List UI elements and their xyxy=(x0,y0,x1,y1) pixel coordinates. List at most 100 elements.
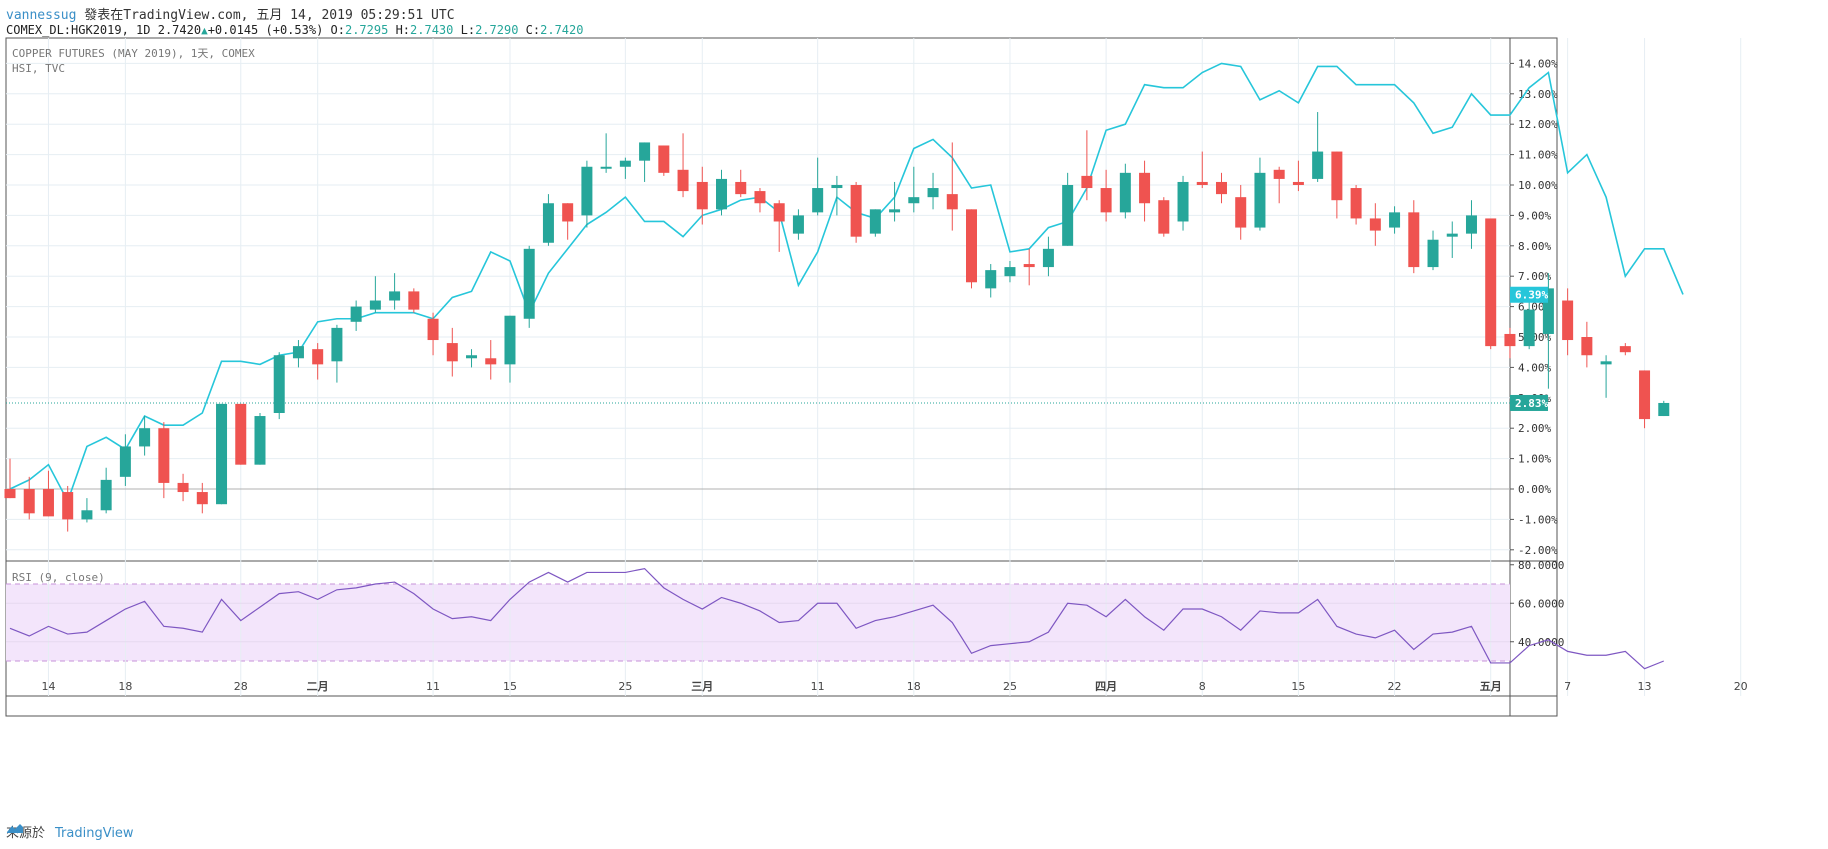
candle-body xyxy=(139,428,151,447)
candle-body xyxy=(985,270,997,289)
candle-body xyxy=(600,166,612,169)
candle-body xyxy=(81,510,93,520)
footer-brand[interactable]: TradingView xyxy=(55,826,134,841)
candle-body xyxy=(889,209,901,213)
candle-body xyxy=(1100,188,1112,213)
candle-body xyxy=(4,489,16,499)
rsi-legend: RSI (9, close) xyxy=(12,571,105,584)
candle-body xyxy=(1658,402,1670,417)
candle-body xyxy=(1042,248,1054,268)
footer: 來源於 TradingView xyxy=(6,822,134,841)
candle-body xyxy=(1196,181,1208,185)
close-value: 2.7420 xyxy=(540,23,584,37)
low-value: 2.7290 xyxy=(475,23,519,37)
candle-body xyxy=(946,194,958,210)
candle-body xyxy=(273,355,285,413)
candle-body xyxy=(850,185,862,237)
candle-body xyxy=(350,306,362,322)
candle-body xyxy=(1292,181,1304,185)
x-tick-label: 7 xyxy=(1564,680,1571,693)
candle-body xyxy=(754,191,766,204)
candle-body xyxy=(1081,175,1093,189)
candle-body xyxy=(158,428,170,483)
author-link[interactable]: vannessug xyxy=(6,8,77,23)
candle-body xyxy=(1177,181,1189,222)
x-tick-label: 18 xyxy=(907,680,921,693)
y-tick-label: 11.00% xyxy=(1518,149,1558,162)
x-tick-label: 14 xyxy=(41,680,55,693)
publish-header: vannessug 發表在TradingView.com, 五月 14, 201… xyxy=(6,4,455,23)
candle-body xyxy=(927,188,939,198)
x-tick-label: 25 xyxy=(618,680,632,693)
candle-body xyxy=(427,318,439,341)
open-label: O: xyxy=(330,23,345,37)
x-tick-label: 22 xyxy=(1388,680,1402,693)
y-tick-label: 7.00% xyxy=(1518,270,1551,283)
price-change: +0.0145 (+0.53%) xyxy=(207,23,324,37)
candle-body xyxy=(42,489,54,517)
candle-body xyxy=(1427,239,1439,268)
y-tick-label: 4.00% xyxy=(1518,361,1551,374)
compare-legend: HSI, TVC xyxy=(12,62,65,75)
candle-body xyxy=(658,145,670,173)
low-label: L: xyxy=(460,23,476,37)
candle-body xyxy=(542,203,554,243)
x-tick-label: 11 xyxy=(426,680,440,693)
y-tick-label: 13.00% xyxy=(1518,88,1558,101)
candle-body xyxy=(523,248,535,319)
candle-body xyxy=(1062,185,1074,246)
x-tick-label: 11 xyxy=(811,680,825,693)
symbol-info: COMEX_DL:HGK2019, 1D 2.7420 xyxy=(6,23,202,37)
current-price-badge xyxy=(1510,394,1548,411)
candle-body xyxy=(1139,172,1151,204)
candle-body xyxy=(389,291,401,301)
open-value: 2.7295 xyxy=(344,23,389,37)
candle-body xyxy=(1158,200,1170,234)
candle-body xyxy=(735,181,747,195)
high-value: 2.7430 xyxy=(410,23,454,37)
rsi-line xyxy=(9,567,1665,670)
x-tick-label: 25 xyxy=(1003,680,1017,693)
candle-body xyxy=(619,160,631,167)
y-tick-label: 12.00% xyxy=(1518,118,1558,131)
candle-body xyxy=(100,479,112,511)
x-tick-label: 五月 xyxy=(1480,680,1502,693)
candle-body xyxy=(312,349,324,365)
ohlc-header: COMEX_DL:HGK2019, 1D 2.7420▲+0.0145 (+0.… xyxy=(6,23,583,37)
candle-body xyxy=(562,203,574,222)
candle-body xyxy=(1504,333,1516,347)
x-tick-label: 二月 xyxy=(307,680,329,693)
candle-body xyxy=(216,403,228,505)
compare-price-label: 6.39% xyxy=(1515,289,1548,302)
candle-body xyxy=(1273,169,1285,179)
candle-body xyxy=(485,358,497,365)
candle-body xyxy=(369,300,381,310)
y-tick-label: 0.00% xyxy=(1518,483,1551,496)
rsi-y-tick-label: 60.0000 xyxy=(1518,597,1564,610)
candle-body xyxy=(119,446,131,477)
x-tick-label: 28 xyxy=(234,680,248,693)
rsi-y-tick-label: 80.0000 xyxy=(1518,559,1564,572)
candle-body xyxy=(1562,300,1574,341)
candle-body xyxy=(1389,212,1401,228)
x-tick-label: 四月 xyxy=(1095,680,1117,693)
compare-price-badge xyxy=(1510,286,1548,303)
chart-frame xyxy=(5,37,1558,717)
candle-body xyxy=(716,178,728,210)
candle-body xyxy=(812,188,824,213)
candle-body xyxy=(1542,288,1554,334)
x-tick-label: 8 xyxy=(1199,680,1206,693)
candle-body xyxy=(639,142,651,161)
x-tick-label: 13 xyxy=(1638,680,1652,693)
up-triangle-icon: ▲ xyxy=(201,24,208,37)
rsi-band xyxy=(6,584,1510,661)
candle-body xyxy=(908,197,920,204)
candle-body xyxy=(504,315,516,365)
candle-body xyxy=(466,355,478,359)
candle-body xyxy=(62,492,74,520)
candle-body xyxy=(1446,233,1458,237)
candle-body xyxy=(1254,172,1266,228)
publish-info: 發表在TradingView.com, 五月 14, 2019 05:29:51… xyxy=(84,8,455,23)
candle-body xyxy=(1369,218,1381,231)
